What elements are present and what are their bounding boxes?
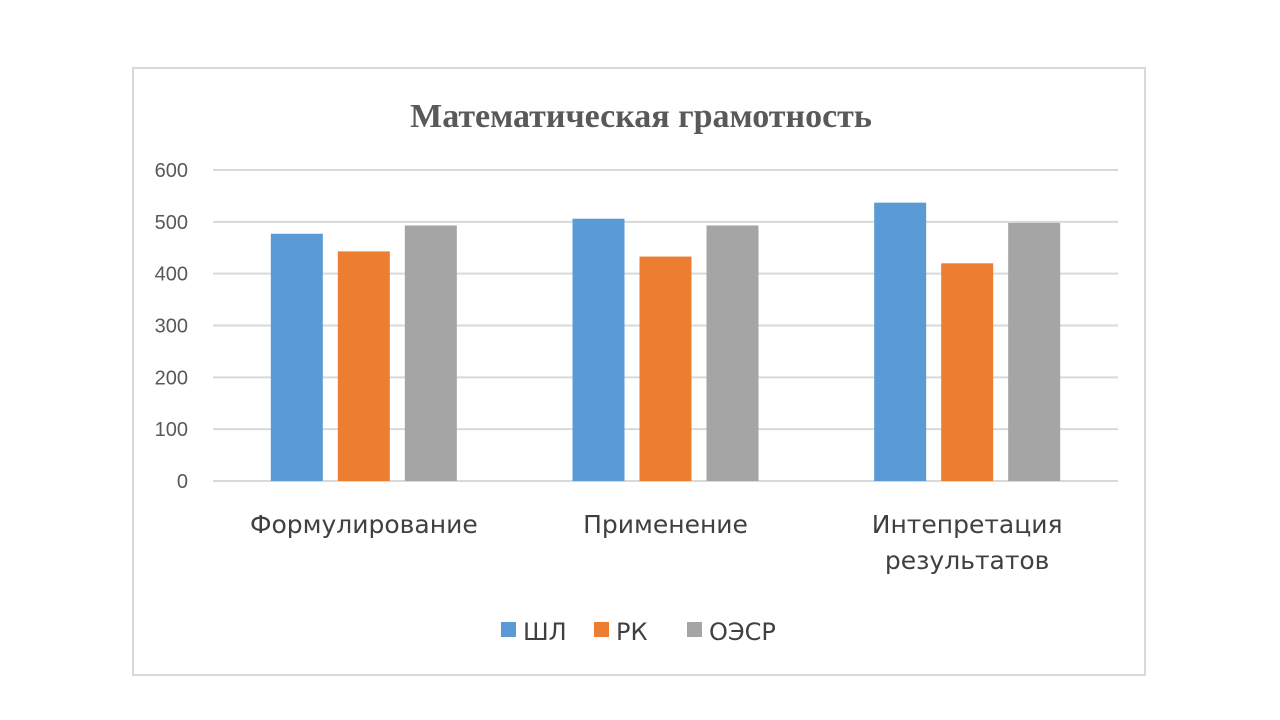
bar-ШЛ-1 — [572, 218, 625, 481]
bars — [270, 202, 1061, 481]
bar-ШЛ-0 — [270, 233, 323, 481]
y-tick-label-400: 400 — [155, 264, 188, 286]
x-category-label: Интепретация — [872, 510, 1063, 539]
x-category-label: Формулирование — [250, 510, 478, 539]
bar-ОЭСР-0 — [404, 225, 457, 481]
y-tick-label-0: 0 — [177, 471, 188, 493]
y-tick-label-200: 200 — [155, 367, 188, 389]
chart-title: Математическая грамотность — [410, 98, 872, 135]
legend-label-ОЭСР: ОЭСР — [709, 618, 776, 646]
legend-label-ШЛ: ШЛ — [523, 618, 567, 646]
y-axis-ticks: 0 100 200 300 400 500 600 — [155, 160, 188, 493]
bar-ШЛ-2 — [874, 202, 927, 481]
bar-ОЭСР-1 — [706, 225, 759, 481]
bar-chart: Математическая грамотность 0 100 200 300 400… — [155, 98, 1118, 646]
y-tick-label-500: 500 — [155, 212, 188, 234]
bar-РК-1 — [639, 256, 692, 481]
x-category-label: Применение — [583, 510, 748, 539]
chart-frame: Математическая грамотность 0 100 200 300 400… — [132, 67, 1146, 676]
bar-РК-2 — [941, 263, 994, 481]
legend-swatch-ОЭСР — [687, 622, 702, 637]
legend: ШЛ РК ОЭСР — [501, 618, 776, 646]
legend-swatch-ШЛ — [501, 622, 516, 637]
x-axis-labels: Формулирование Применение Интепретация резу… — [250, 510, 1063, 575]
y-tick-label-100: 100 — [155, 419, 188, 441]
bar-ОЭСР-2 — [1008, 222, 1061, 481]
legend-label-РК: РК — [616, 618, 648, 646]
legend-swatch-РК — [594, 622, 609, 637]
y-tick-label-300: 300 — [155, 316, 188, 338]
bar-РК-0 — [337, 251, 390, 481]
y-tick-label-600: 600 — [155, 160, 188, 182]
x-category-label: результатов — [885, 546, 1050, 575]
